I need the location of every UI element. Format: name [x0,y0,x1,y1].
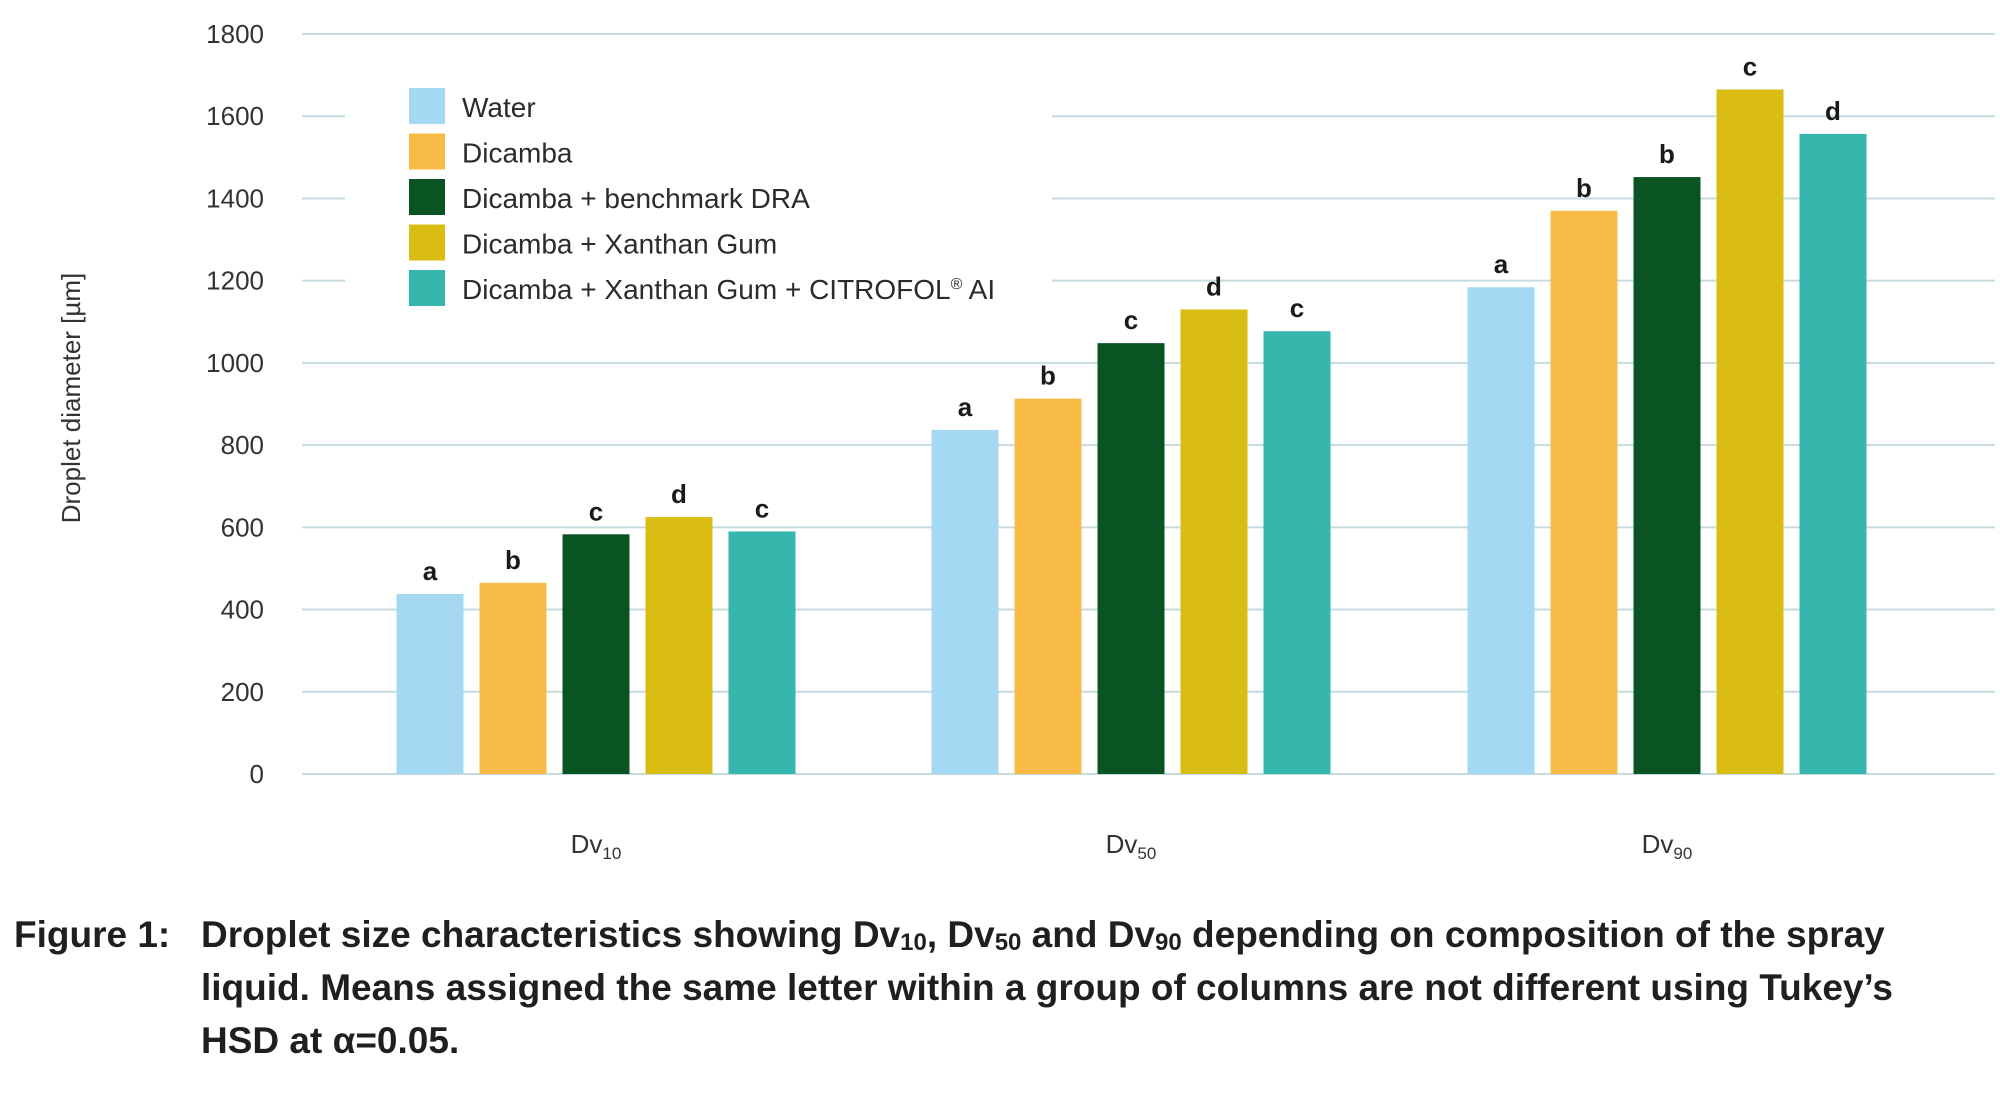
significance-letter: a [423,556,438,586]
significance-letter: b [1576,173,1592,203]
y-tick-label: 1800 [206,19,264,49]
legend-label: Dicamba + benchmark DRA [462,183,810,214]
y-tick-label: 800 [221,430,264,460]
significance-letter: c [1124,305,1138,335]
legend-swatch [409,270,445,306]
bars [396,89,1867,775]
y-tick-label: 600 [221,512,264,542]
significance-letter: b [1659,139,1675,169]
significance-letter: d [1206,271,1222,301]
bar [1799,133,1867,774]
y-tick-label: 200 [221,677,264,707]
significance-letter: d [671,479,687,509]
caption-text: Droplet size characteristics showing Dv1… [201,914,1893,1061]
legend-label: Water [462,92,536,123]
bar [479,582,547,774]
bar [1467,287,1535,774]
y-tick-label: 1600 [206,101,264,131]
bar [645,517,713,774]
legend-swatch [409,88,445,124]
y-axis-ticks: 0 200 400 600 800 1000 1200 1400 1600 1800 [206,19,264,789]
significance-letter: b [505,545,521,575]
significance-letter: c [589,496,603,526]
bar [1633,177,1701,775]
significance-letter: c [755,493,769,523]
bar [728,531,796,774]
y-tick-label: 400 [221,595,264,625]
y-axis-label: Droplet diameter [µm] [56,273,86,524]
x-category-label: Dv50 [1106,829,1157,863]
x-category-label: Dv10 [571,829,622,863]
bar [1550,210,1618,774]
legend-label: Dicamba + Xanthan Gum + CITROFOL® AI [462,274,995,305]
bar-chart: 0 200 400 600 800 1000 1200 1400 1600 1800 Drople… [56,19,1995,863]
bar [1097,343,1165,774]
bar [931,429,999,774]
bar [562,534,630,774]
significance-letter: c [1743,52,1757,82]
legend-swatch [409,179,445,215]
significance-letter: a [958,392,973,422]
x-axis-categories: Dv10 Dv50 Dv90 [571,829,1693,863]
x-category-label: Dv90 [1642,829,1693,863]
significance-letter: b [1040,361,1056,391]
y-tick-label: 0 [250,759,264,789]
significance-letter: d [1825,96,1841,126]
bar [396,593,464,774]
y-tick-label: 1400 [206,183,264,213]
bar [1263,331,1331,774]
significance-letter: a [1494,249,1509,279]
bar [1180,309,1248,774]
legend: Water Dicamba Dicamba + benchmark DRA Dicam… [409,88,995,306]
legend-label: Dicamba + Xanthan Gum [462,229,777,260]
significance-letter: c [1290,293,1304,323]
significance-letters: a a a b b b c c b d d c c c d [423,52,1841,586]
y-tick-label: 1200 [206,266,264,296]
legend-label: Dicamba [462,138,573,169]
legend-swatch [409,224,445,261]
bar [1716,89,1784,774]
y-tick-label: 1000 [206,348,264,378]
bar [1014,398,1082,774]
legend-swatch [409,133,445,170]
caption-label: Figure 1: [14,914,171,955]
